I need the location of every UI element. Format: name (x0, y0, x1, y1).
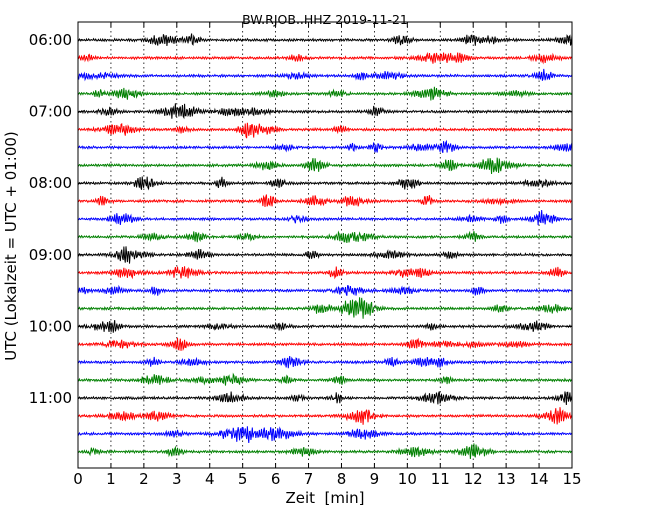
trace-0915 (77, 266, 573, 280)
trace-0630 (77, 68, 573, 82)
trace-0900 (77, 246, 573, 264)
y-tick-label: 11:00 (29, 389, 72, 407)
trace-1015 (77, 337, 573, 352)
trace-0615 (77, 51, 573, 65)
x-tick-label: 8 (337, 470, 347, 488)
x-tick-label: 15 (562, 470, 581, 488)
x-tick-label: 12 (464, 470, 483, 488)
trace-0730 (77, 139, 573, 154)
trace-0715 (77, 122, 573, 139)
trace-0800 (77, 176, 573, 191)
y-tick-label: 10:00 (29, 317, 72, 335)
x-tick-label: 7 (304, 470, 314, 488)
trace-0815 (77, 194, 573, 207)
x-axis-label: Zeit [min] (285, 489, 364, 507)
y-axis-ticks: 06:00 07:00 08:00 09:00 10:00 11:00 (29, 31, 572, 407)
trace-1100 (77, 391, 573, 405)
trace-group (77, 33, 573, 460)
y-tick-label: 06:00 (29, 31, 72, 49)
x-tick-label: 10 (398, 470, 417, 488)
trace-0645 (77, 86, 573, 101)
trace-1145 (77, 443, 573, 460)
y-tick-label: 08:00 (29, 174, 72, 192)
x-tick-label: 6 (271, 470, 281, 488)
y-tick-label: 07:00 (29, 103, 72, 121)
x-tick-label: 9 (370, 470, 380, 488)
y-axis-label: UTC (Lokalzeit = UTC + 01:00) (2, 131, 20, 361)
trace-0700 (77, 103, 573, 120)
x-tick-label: 3 (172, 470, 182, 488)
plot-frame (77, 21, 573, 469)
x-tick-label: 11 (431, 470, 450, 488)
trace-0830 (77, 209, 573, 226)
x-tick-label: 1 (106, 470, 116, 488)
x-tick-label: 13 (497, 470, 516, 488)
trace-1030 (77, 355, 573, 369)
chart-title: BW.RJOB..HHZ 2019-11-21 (242, 12, 408, 27)
trace-1130 (77, 426, 573, 444)
trace-0745 (77, 157, 573, 175)
trace-1115 (77, 407, 573, 425)
vertical-grid (110, 22, 540, 468)
x-axis-ticks: 0 1 2 3 4 5 6 7 8 9 10 11 12 13 14 15 (73, 22, 582, 488)
y-tick-label: 09:00 (29, 246, 72, 264)
x-tick-label: 5 (238, 470, 248, 488)
trace-0600 (77, 33, 573, 46)
trace-0945 (77, 297, 573, 319)
trace-0845 (77, 230, 573, 244)
trace-0930 (77, 284, 573, 296)
trace-1045 (77, 372, 573, 386)
trace-1000 (77, 320, 573, 333)
x-tick-label: 0 (73, 470, 83, 488)
x-tick-label: 4 (205, 470, 215, 488)
x-tick-label: 2 (139, 470, 149, 488)
x-tick-label: 14 (530, 470, 549, 488)
